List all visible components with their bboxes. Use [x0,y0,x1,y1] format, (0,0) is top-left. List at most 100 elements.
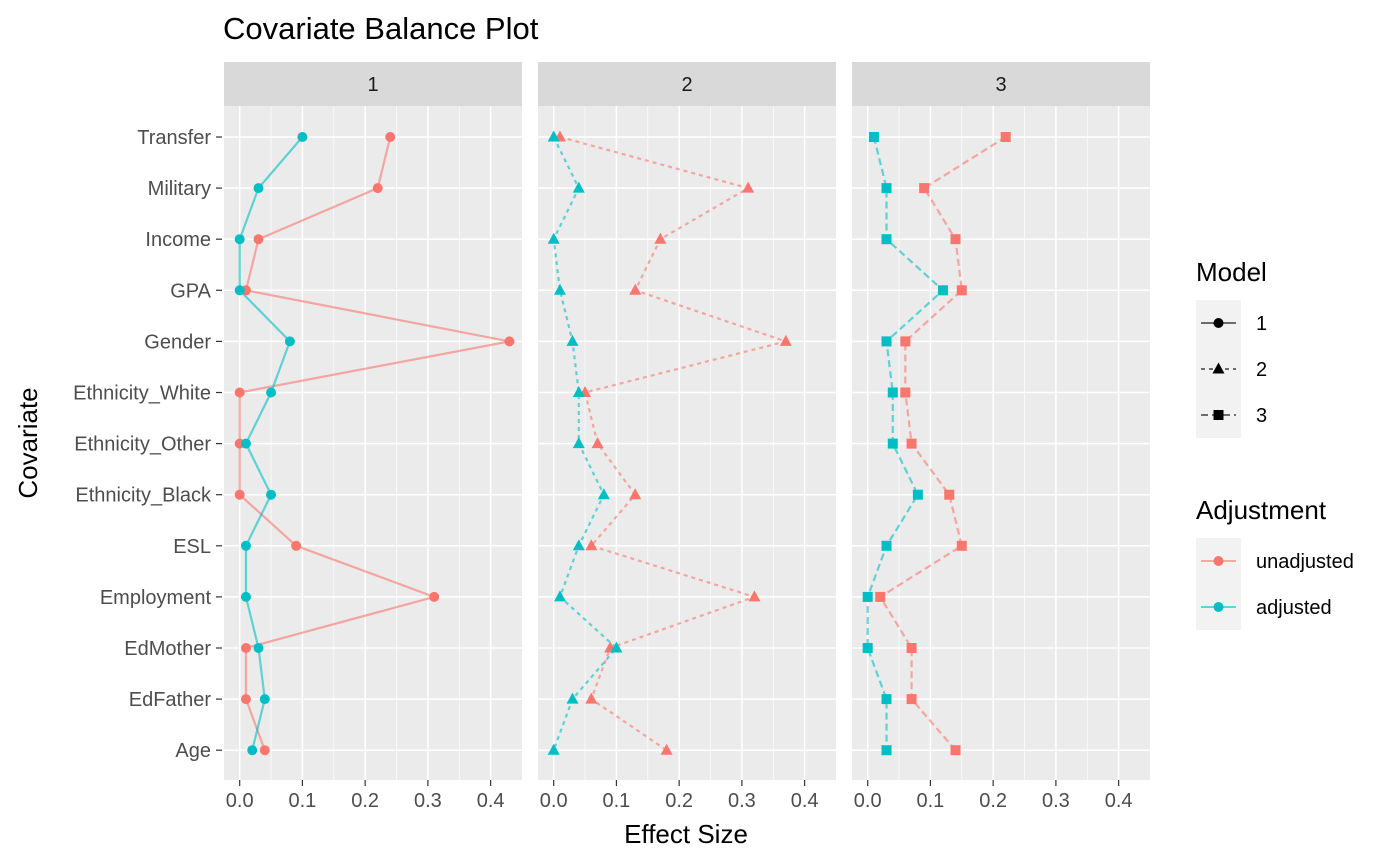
legend-area: Model 1 2 3 Adjustment unadjusted adjusted [1196,257,1354,630]
x-tick-label: 0.0 [854,790,882,812]
x-tick-label: 0.2 [665,790,693,812]
x-tick-label: 0.4 [791,790,819,812]
data-point-unadjusted [240,694,251,705]
data-point-adjusted [553,283,566,295]
data-point-adjusted [610,641,623,653]
data-point-unadjusted [629,488,642,500]
y-tick-label: GPA [170,280,211,302]
legend-label: adjusted [1256,597,1332,619]
x-axis-title: Effect Size [624,819,748,849]
facet-strip-label: 1 [367,74,378,96]
legend-title-adjustment: Adjustment [1196,495,1327,525]
data-point-adjusted [566,334,579,346]
data-point-adjusted [597,488,610,500]
facet-strip-label: 2 [681,74,692,96]
y-tick-label: Ethnicity_Other [74,434,211,456]
data-point-adjusted [881,745,892,756]
data-point-adjusted [234,234,245,245]
data-point-adjusted [881,540,892,551]
data-point-adjusted [240,540,251,551]
y-tick-label: Gender [144,331,211,353]
data-point-unadjusted [385,132,396,142]
y-tick-label: ESL [173,536,211,558]
y-tick-label: Ethnicity_Black [75,485,212,507]
x-tick-label: 0.2 [979,790,1007,812]
data-point-adjusted [266,387,277,398]
data-point-unadjusted [919,183,930,194]
data-point-adjusted [259,694,270,705]
data-point-adjusted [937,285,948,296]
data-point-unadjusted [900,336,911,347]
data-point-unadjusted [234,489,245,500]
facet-strip-label: 3 [995,74,1006,96]
data-point-unadjusted [629,283,642,295]
data-point-unadjusted [944,489,955,500]
legend-label: unadjusted [1256,551,1354,573]
data-point-adjusted [862,591,873,602]
y-tick-label: EdMother [124,638,211,660]
y-axis-title: Covariate [13,387,43,498]
data-point-adjusted [912,489,923,500]
x-tick-label: 0.0 [540,790,568,812]
data-point-unadjusted [585,539,598,551]
y-tick-label: Transfer [137,127,211,149]
data-point-unadjusted [660,743,673,755]
data-point-unadjusted [779,334,792,346]
legend-label: 3 [1256,405,1267,427]
legend-key-circle-symbol [1213,318,1224,328]
data-point-unadjusted [234,387,245,398]
facet-strip [852,62,1150,106]
facet-strip [224,62,522,106]
data-point-unadjusted [372,183,383,194]
data-point-adjusted [881,694,892,705]
facet-panel-2: 2 0.0 0.1 0.2 0.3 0.4 [538,62,836,812]
legend-label: 1 [1256,313,1267,335]
data-point-adjusted [881,336,892,347]
x-tick-label: 0.0 [226,790,254,812]
data-point-unadjusted [253,234,264,245]
data-point-adjusted [253,183,264,194]
legend-label: 2 [1256,359,1267,381]
x-tick-label: 0.3 [728,790,756,812]
x-tick-label: 0.1 [917,790,945,812]
plot-area: Transfer Military Income GPA Gender Ethnicity… [73,62,1150,812]
data-point-adjusted [572,386,585,397]
data-point-unadjusted [950,234,961,245]
data-point-adjusted [572,181,585,193]
y-tick-label: Ethnicity_White [73,383,211,405]
data-point-adjusted [266,489,277,500]
data-point-adjusted [868,132,879,142]
x-tick-label: 0.1 [603,790,631,812]
y-tick-label: Income [145,229,211,251]
data-point-adjusted [862,643,873,653]
data-point-adjusted [240,438,251,449]
y-tick-label: Age [175,740,211,762]
data-point-adjusted [881,183,892,194]
data-point-unadjusted [906,643,917,653]
legend-key-circle-symbol [1213,556,1224,566]
data-point-adjusted [547,130,560,142]
data-point-unadjusted [956,285,967,296]
x-tick-label: 0.3 [1042,790,1070,812]
legend-title-model: Model [1196,257,1267,287]
y-tick-label: Military [148,178,211,200]
data-point-adjusted [881,234,892,245]
data-point-unadjusted [950,745,961,756]
data-point-adjusted [572,539,585,551]
data-point-adjusted [566,692,579,704]
data-point-adjusted [572,437,585,449]
data-point-unadjusted [504,336,515,347]
facet-panel-3: 3 0.0 0.1 0.2 0.3 0.4 [852,62,1150,812]
data-point-adjusted [284,336,295,347]
data-point-unadjusted [906,694,917,705]
data-point-unadjusted [585,692,598,704]
data-point-adjusted [247,745,258,756]
legend-key-square-symbol [1213,410,1224,420]
data-point-unadjusted [654,232,667,244]
x-tick-label: 0.3 [414,790,442,812]
x-tick-label: 0.4 [1105,790,1133,812]
data-point-adjusted [297,132,308,142]
x-tick-label: 0.1 [289,790,317,812]
data-point-adjusted [253,643,264,653]
